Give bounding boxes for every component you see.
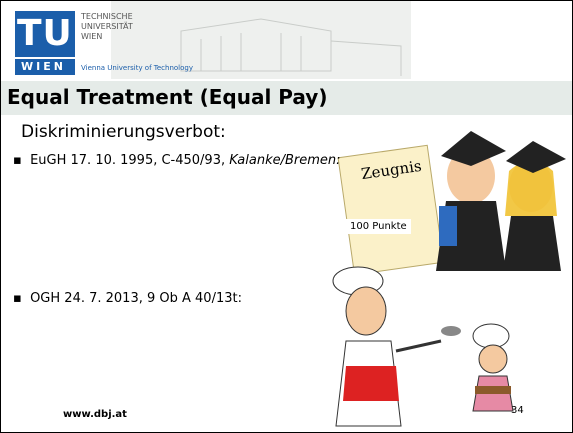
logo-mark: TU (17, 13, 73, 54)
bullet-text: OGH 24. 7. 2013, 9 Ob A 40/13t: (30, 291, 242, 306)
certificate-score: 100 Punkte (346, 219, 411, 234)
university-line: TECHNISCHE (81, 12, 133, 22)
slide-title: Equal Treatment (Equal Pay) (7, 85, 327, 109)
heading: Diskriminierungsverbot: (21, 122, 226, 142)
university-en: Vienna University of Technology (81, 64, 193, 72)
bullet-italic: Kalanke/Bremen: (229, 153, 340, 168)
footer-url: www.dbj.at (63, 409, 127, 420)
girl (473, 324, 513, 411)
bullet: ▪ OGH 24. 7. 2013, 9 Ob A 40/13t: (13, 291, 242, 306)
bullet: ▪ EuGH 17. 10. 1995, C-450/93, Kalanke/B… (13, 153, 341, 168)
slide: TU WIEN TECHNISCHE UNIVERSITÄT WIEN Vien… (0, 0, 573, 433)
logo-sub: WIEN (21, 60, 66, 73)
graduates (436, 131, 566, 271)
chef (333, 267, 461, 426)
bullet-text: EuGH 17. 10. 1995, C-450/93, (30, 153, 229, 168)
university-line: UNIVERSITÄT (81, 22, 133, 32)
university-name: TECHNISCHE UNIVERSITÄT WIEN (81, 12, 133, 42)
university-line: WIEN (81, 32, 133, 42)
page-number: 34 (511, 405, 524, 416)
